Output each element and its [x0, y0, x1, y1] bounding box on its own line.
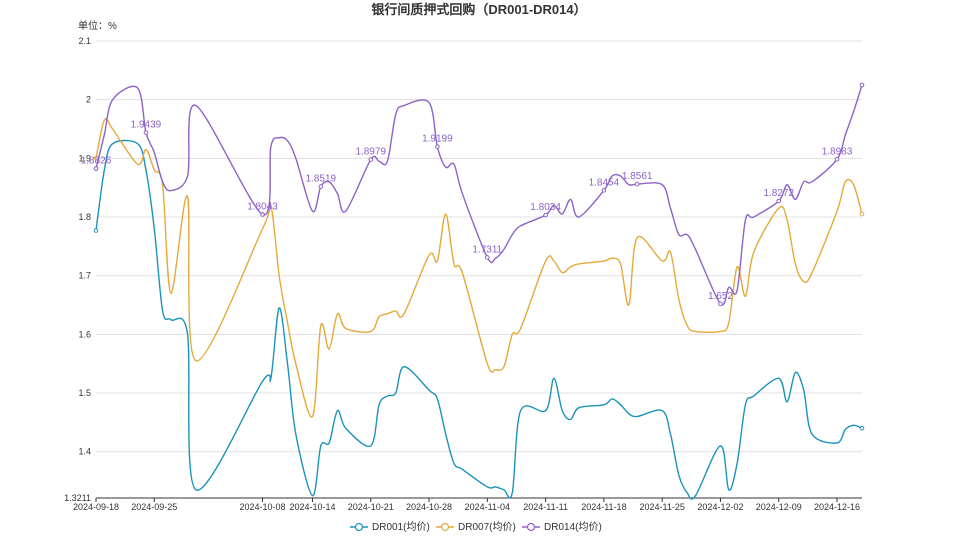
x-tick-label: 2024-10-08: [239, 502, 285, 512]
legend[interactable]: DR001(均价) DR007(均价) DR014(均价): [350, 521, 602, 533]
data-point: [93, 228, 99, 233]
series-line-1: [95, 139, 863, 500]
y-tick-label: 1.9: [78, 153, 91, 163]
x-tick-label: 2024-12-09: [756, 502, 802, 512]
data-label: 1.8034: [530, 202, 561, 213]
data-point: [318, 184, 324, 189]
legend-swatch-marker: [440, 522, 450, 532]
data-point: [93, 156, 99, 161]
data-point: [859, 425, 865, 431]
unit-label: 单位：%: [78, 19, 117, 32]
data-label: 1.8983: [822, 146, 853, 157]
data-label: 1.7311: [472, 244, 502, 255]
data-label: 1.8519: [306, 174, 337, 185]
legend-item-3[interactable]: DR014(均价): [522, 521, 602, 533]
data-point: [368, 157, 374, 162]
data-point: [859, 211, 865, 217]
x-tick-label: 2024-10-21: [348, 502, 394, 512]
series-line-2: [95, 117, 863, 418]
data-label: 1.8561: [622, 171, 653, 182]
data-point: [435, 144, 440, 149]
y-tick-label: 2: [86, 95, 91, 105]
y-tick-label: 1.3211: [64, 493, 91, 503]
legend-swatch-marker: [354, 522, 364, 532]
data-point: [143, 130, 149, 135]
legend-label: DR007(均价): [458, 521, 516, 533]
series-line-3: [95, 84, 863, 306]
y-tick-label: 1.4: [78, 447, 91, 457]
data-point: [859, 82, 865, 88]
legend-label: DR014(均价): [544, 521, 602, 533]
y-tick-label: 2.1: [78, 36, 91, 46]
data-point: [776, 198, 782, 204]
data-label: 1.8272: [763, 188, 794, 199]
series-lines: [93, 82, 865, 500]
data-point: [543, 212, 548, 218]
x-tick-label: 2024-09-25: [131, 502, 177, 512]
data-label: 1.652: [708, 291, 733, 302]
data-point: [260, 212, 265, 217]
chart-title: 银行间质押式回购（DR001-DR014）: [371, 2, 586, 17]
x-tick-label: 2024-12-16: [814, 502, 860, 512]
data-labels: 1.8826 1.9439 1.8043 1.8519 1.8979 1.9199 1.73…: [81, 120, 853, 307]
x-tick-label: 2024-12-02: [697, 502, 743, 512]
data-label: 1.9199: [422, 134, 453, 145]
data-label: 1.8826: [81, 156, 112, 167]
data-point: [634, 181, 640, 187]
data-label: 1.9439: [131, 120, 162, 131]
x-tick-label: 2024-10-14: [289, 502, 335, 512]
x-tick-label: 2024-10-28: [406, 502, 452, 512]
data-point: [485, 255, 490, 260]
x-tick-label: 2024-11-25: [639, 502, 684, 512]
x-tick-label: 2024-11-04: [465, 502, 510, 512]
y-tick-label: 1.8: [78, 212, 91, 222]
legend-label: DR001(均价): [372, 521, 430, 533]
y-tick-label: 1.5: [78, 388, 91, 398]
legend-item-2[interactable]: DR007(均价): [436, 521, 516, 533]
x-tick-label: 2024-11-11: [523, 502, 568, 512]
legend-item-1[interactable]: DR001(均价): [350, 521, 430, 533]
data-label: 1.8454: [589, 177, 620, 188]
y-tick-label: 1.7: [78, 271, 91, 281]
data-point: [718, 301, 723, 307]
x-tick-label: 2024-09-18: [73, 502, 119, 512]
legend-swatch-marker: [526, 522, 536, 532]
data-point: [601, 188, 607, 193]
data-label: 1.8979: [355, 147, 386, 158]
axes: 1.3211 1.4 1.5 1.6 1.7 1.8 1.9 2 2.1 2024-09-18 20…: [64, 36, 862, 512]
data-point: [834, 157, 840, 162]
x-tick-label: 2024-11-18: [581, 502, 626, 512]
data-point: [93, 166, 99, 171]
data-label: 1.8043: [247, 201, 278, 212]
y-tick-label: 1.6: [78, 329, 91, 339]
